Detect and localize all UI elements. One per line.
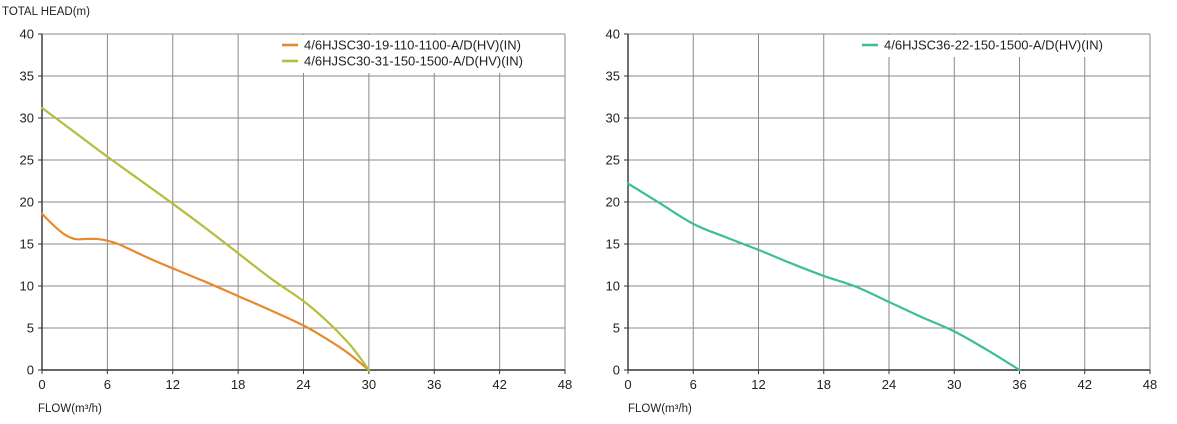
chart-1-y-tick-label-30: 30 — [20, 111, 34, 126]
chart-1-y-tick-label-0: 0 — [27, 363, 34, 378]
chart-1-legend: 4/6HJSC30-19-110-1100-A/D(HV)(IN)4/6HJSC… — [276, 35, 562, 73]
chart-1-y-tick-label-40: 40 — [20, 27, 34, 42]
chart-1-legend-label-1: 4/6HJSC30-19-110-1100-A/D(HV)(IN) — [304, 38, 521, 53]
chart-1-x-tick-label-0: 0 — [38, 377, 45, 392]
chart-1-y-tick-label-35: 35 — [20, 69, 34, 84]
chart-1-legend-label-2: 4/6HJSC30-31-150-1500-A/D(HV)(IN) — [304, 54, 523, 69]
chart-1-legend-box — [276, 35, 562, 73]
chart-2-series-group — [626, 182, 1021, 372]
chart-2-y-tick-label-0: 0 — [613, 363, 620, 378]
chart-1-x-axis-label: FLOW(m³/h) — [38, 403, 102, 415]
chart-1-x-tick-label-6: 6 — [104, 377, 111, 392]
chart-1-y-tick-label-10: 10 — [20, 279, 34, 294]
chart-2-x-tick-label-12: 12 — [751, 377, 765, 392]
chart-2-series-line-1 — [626, 182, 1021, 372]
chart-2-x-tick-label-30: 30 — [947, 377, 961, 392]
chart-1-series-group — [40, 106, 370, 372]
chart-1-series-line-2 — [40, 106, 370, 372]
chart-1-y-tick-label-25: 25 — [20, 153, 34, 168]
chart-2-legend-box — [856, 35, 1146, 57]
chart-2-grid — [628, 33, 1151, 370]
chart-2-x-tick-label-0: 0 — [624, 377, 631, 392]
chart-2-x-tick-label-6: 6 — [690, 377, 697, 392]
chart-1-x-tick-label-18: 18 — [231, 377, 245, 392]
chart-2-y-tick-label-5: 5 — [613, 321, 620, 336]
chart-2-x-tick-label-18: 18 — [817, 377, 831, 392]
chart-1-grid — [42, 33, 566, 370]
chart-2-y-tick-label-30: 30 — [606, 111, 620, 126]
chart-2-y-tick-label-40: 40 — [606, 27, 620, 42]
chart-2-y-tick-label-10: 10 — [606, 279, 620, 294]
chart-1-x-tick-label-24: 24 — [296, 377, 310, 392]
chart-2-legend-label-1: 4/6HJSC36-22-150-1500-A/D(HV)(IN) — [884, 38, 1103, 53]
chart-left-pump-curves: 0 5 10 15 20 25 30 35 40 0 6 12 18 24 30 36 42 48 TOTAL HE… — [2, 6, 572, 415]
chart-1-y-tick-label-5: 5 — [27, 321, 34, 336]
chart-2-x-tick-label-48: 48 — [1143, 377, 1157, 392]
chart-1-x-tick-label-36: 36 — [427, 377, 441, 392]
chart-2-x-axis-label: FLOW(m³/h) — [628, 403, 692, 415]
chart-1-x-tick-label-42: 42 — [492, 377, 506, 392]
chart-1-x-tick-label-30: 30 — [362, 377, 376, 392]
chart-1-y-axis-label: TOTAL HEAD(m) — [2, 6, 90, 18]
chart-2-y-tick-label-35: 35 — [606, 69, 620, 84]
chart-2-x-tick-label-36: 36 — [1012, 377, 1026, 392]
chart-2-x-tick-label-24: 24 — [882, 377, 896, 392]
chart-2-x-tick-label-42: 42 — [1078, 377, 1092, 392]
chart-2-y-tick-label-25: 25 — [606, 153, 620, 168]
chart-2-legend: 4/6HJSC36-22-150-1500-A/D(HV)(IN) — [856, 35, 1146, 57]
chart-1-y-tick-label-15: 15 — [20, 237, 34, 252]
chart-1-x-tick-label-12: 12 — [166, 377, 180, 392]
chart-2-y-tick-label-15: 15 — [606, 237, 620, 252]
chart-1-series-line-1 — [40, 212, 370, 372]
chart-2-y-tick-label-20: 20 — [606, 195, 620, 210]
chart-1-y-tick-label-20: 20 — [20, 195, 34, 210]
chart-right-pump-curves: 0 5 10 15 20 25 30 35 40 0 6 12 18 24 30 36 42 48 FLOW(m³/… — [606, 27, 1158, 416]
chart-1-x-tick-label-48: 48 — [558, 377, 572, 392]
